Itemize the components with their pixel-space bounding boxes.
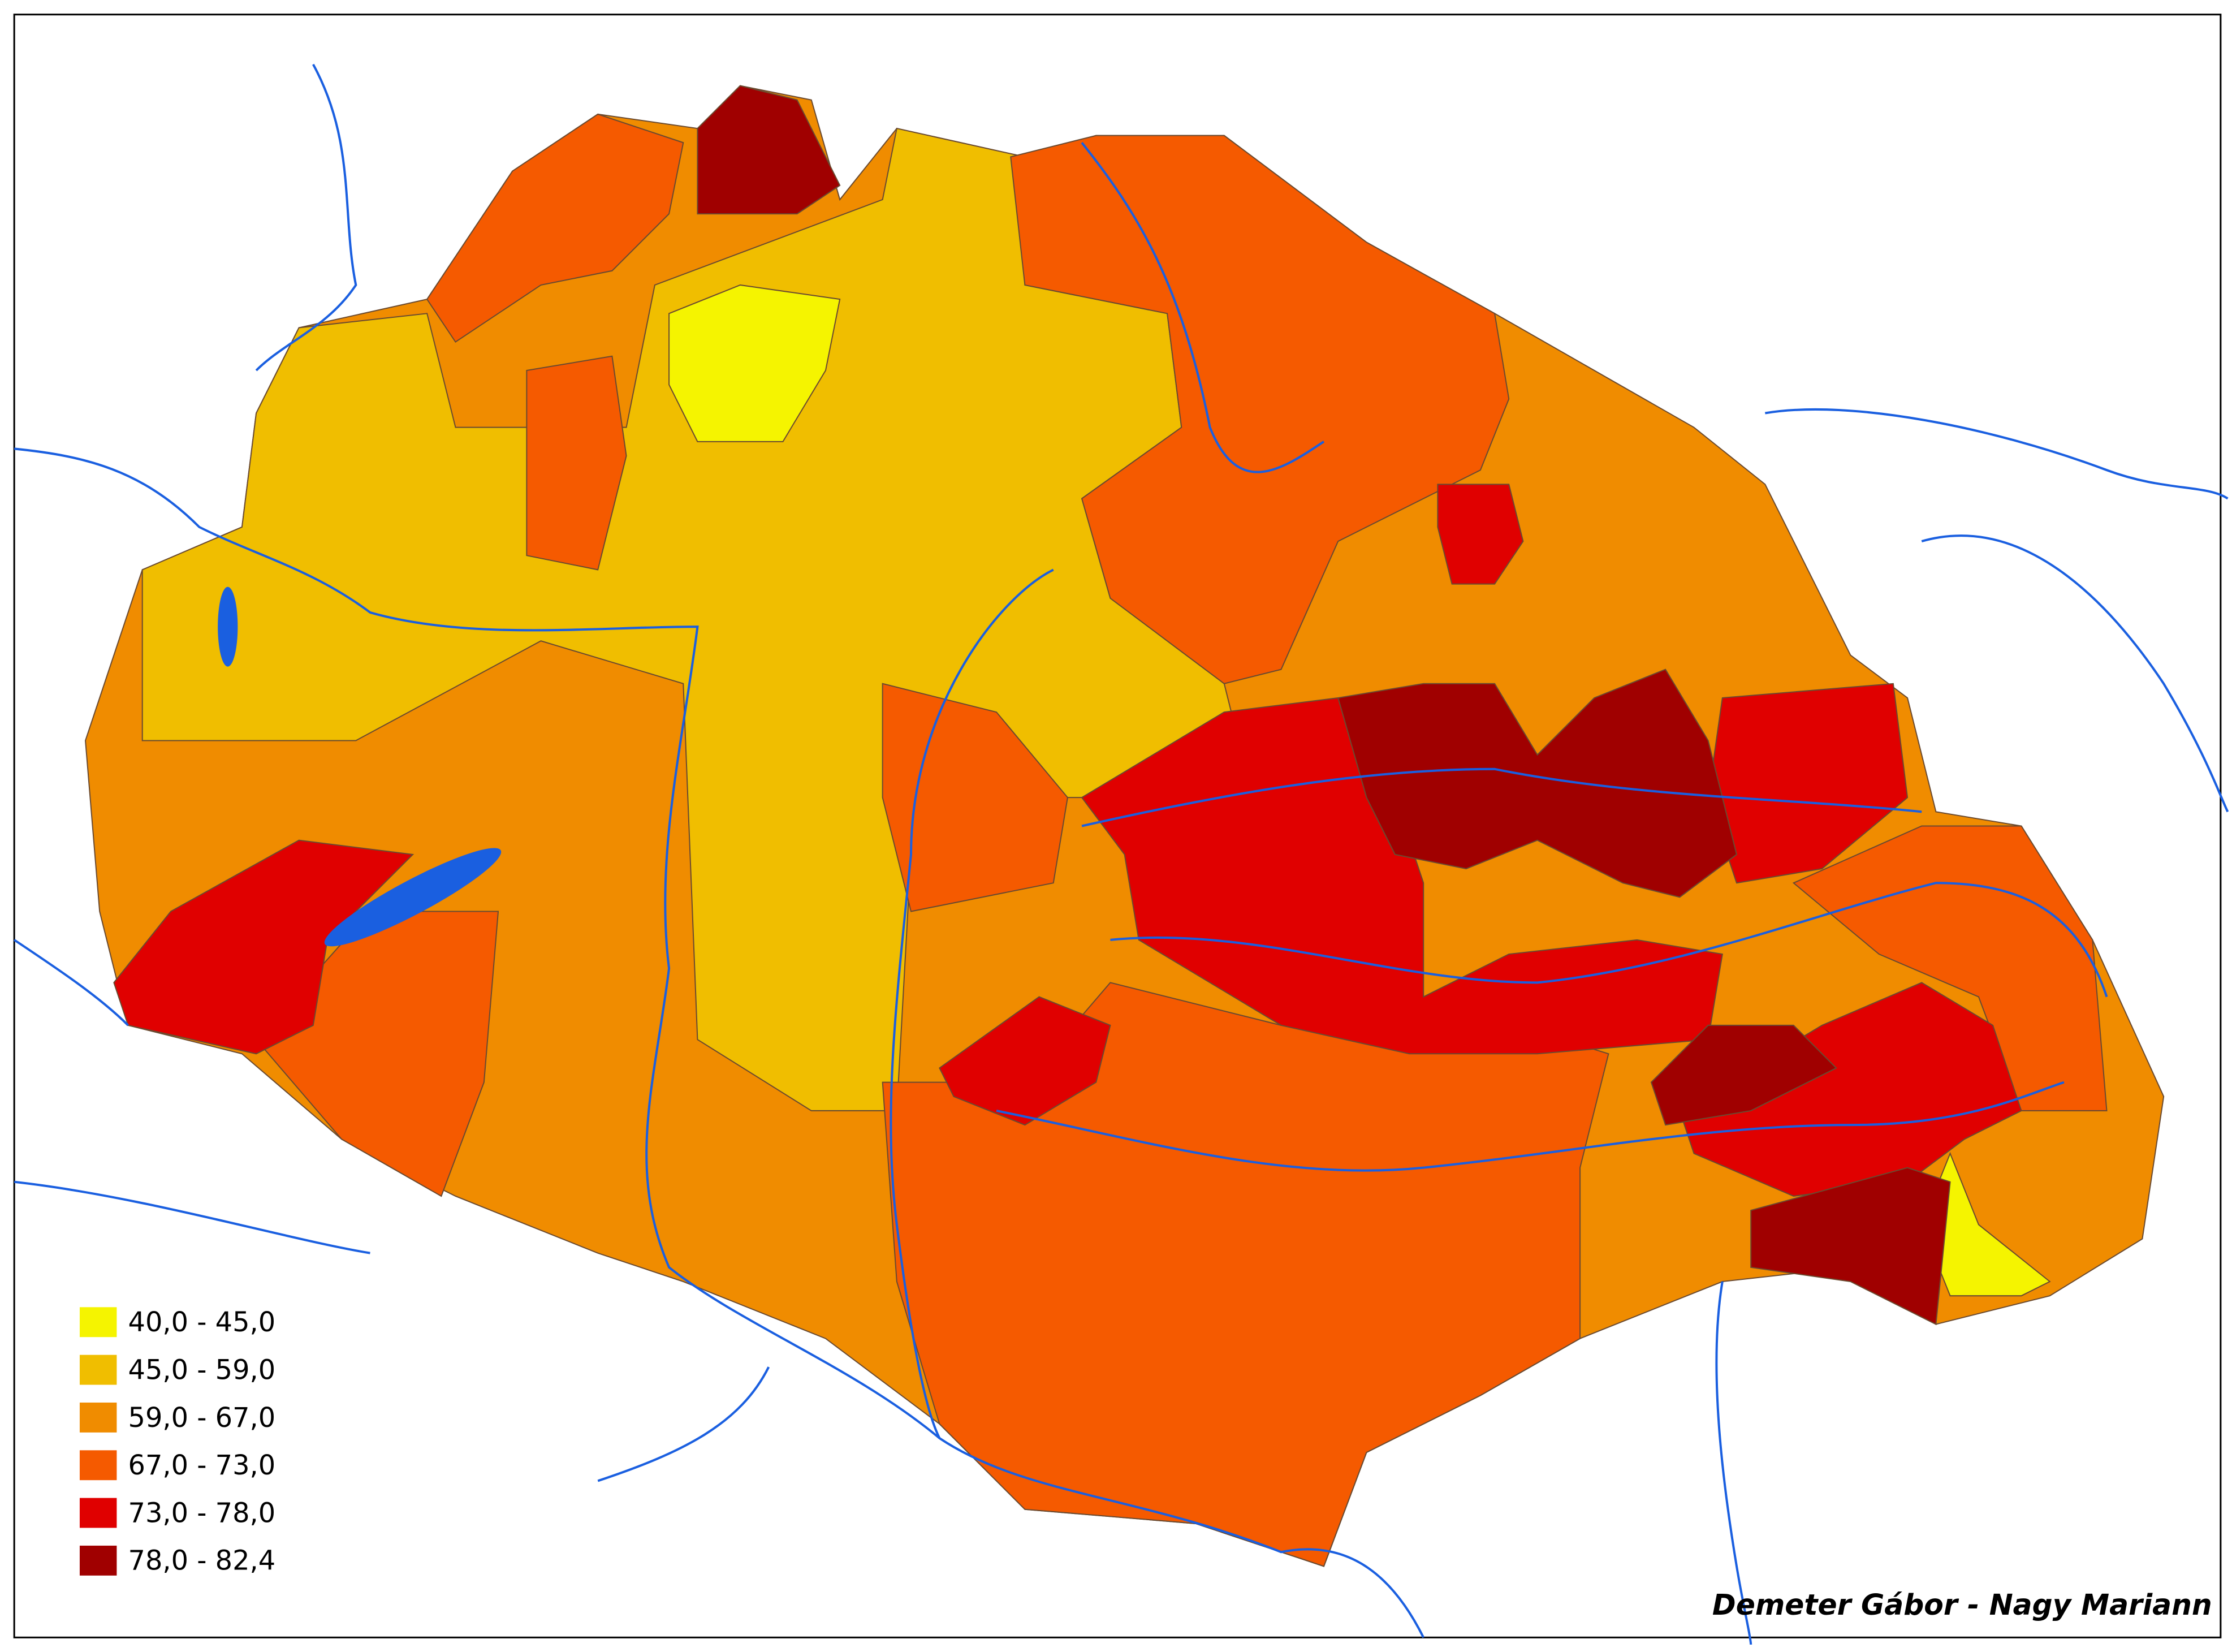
legend-label: 67,0 - 73,0: [128, 1450, 276, 1481]
region: [426, 113, 684, 343]
river: [1715, 1281, 1752, 1645]
legend-swatch: [79, 1307, 117, 1338]
river: [1081, 767, 1922, 827]
region: [1650, 1024, 1837, 1126]
lake: [218, 586, 238, 667]
river: [1081, 141, 1325, 473]
region: [939, 996, 1111, 1126]
region: [697, 85, 841, 215]
legend-label: 59,0 - 67,0: [128, 1403, 276, 1434]
region: [1792, 825, 2108, 1111]
river: [14, 447, 1425, 1638]
river: [14, 1180, 370, 1254]
region: [668, 284, 841, 442]
legend-label: 40,0 - 45,0: [128, 1307, 276, 1338]
river: [1110, 882, 2108, 998]
river: [255, 63, 357, 372]
rivers: [14, 63, 2229, 1645]
river: [597, 1366, 770, 1482]
legend-swatch: [79, 1402, 117, 1433]
region: [1337, 668, 1738, 898]
legend-swatch: [79, 1355, 117, 1385]
lake: [324, 848, 502, 947]
legend-label: 73,0 - 78,0: [128, 1498, 276, 1529]
legend-swatch: [79, 1545, 117, 1576]
legend-swatch: [79, 1450, 117, 1481]
river: [1921, 534, 2229, 813]
regions: [85, 85, 2165, 1567]
region: [1750, 1167, 1951, 1326]
legend: 40,0 - 45,0 45,0 - 59,0 59,0 - 67,0 67,0 - …: [79, 1307, 276, 1577]
region: [1437, 484, 1524, 585]
region: [526, 355, 627, 571]
credit: Demeter Gábor - Nagy Mariann: [1712, 1588, 2212, 1621]
river: [890, 568, 1054, 1439]
region: [1010, 135, 1510, 684]
legend-swatch: [79, 1498, 117, 1528]
region: [882, 982, 1609, 1567]
region: [1679, 982, 2022, 1197]
river: [996, 1081, 2065, 1172]
legend-label: 78,0 - 82,4: [128, 1546, 276, 1577]
river: [14, 939, 129, 1026]
river: [1765, 408, 2229, 500]
legend-label: 45,0 - 59,0: [128, 1355, 276, 1386]
